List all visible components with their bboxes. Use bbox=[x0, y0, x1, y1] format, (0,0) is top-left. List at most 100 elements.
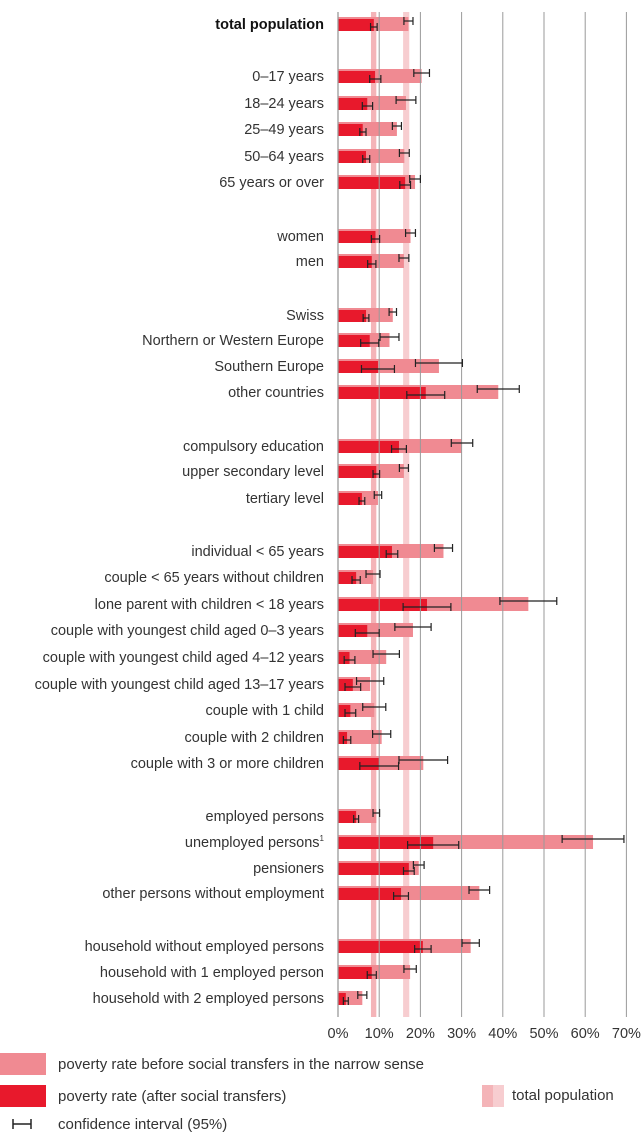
category-label-row-7: men bbox=[296, 254, 324, 270]
ci-after-row-22 bbox=[342, 736, 352, 744]
bar-after-row-27 bbox=[338, 888, 402, 900]
category-label-row-8: Swiss bbox=[286, 308, 324, 324]
ci-before-row-20 bbox=[355, 677, 385, 685]
x-axis-tick-labels: 0% 10% 20% 30% 40% 50% 60% 70% bbox=[328, 1026, 641, 1042]
category-label-text-row-15: individual < 65 years bbox=[191, 544, 324, 560]
ci-after-row-27 bbox=[393, 892, 410, 900]
category-label-row-17: lone parent with children < 18 years bbox=[95, 597, 324, 613]
ci-before-row-5 bbox=[409, 175, 421, 183]
legend-total-population-swatch-before bbox=[493, 1085, 504, 1107]
bar-after-row-9 bbox=[338, 335, 370, 347]
ci-after-row-7 bbox=[367, 260, 377, 268]
category-label-text-row-26: pensioners bbox=[253, 861, 324, 877]
category-label-row-6: women bbox=[276, 229, 324, 245]
legend-total-population: total population bbox=[482, 1084, 643, 1108]
ci-before-row-24 bbox=[372, 809, 381, 817]
ci-before-row-9 bbox=[379, 333, 400, 341]
ci-after-row-23 bbox=[359, 762, 400, 770]
category-label-row-24: employed persons bbox=[206, 809, 325, 825]
category-label-text-row-24: employed persons bbox=[206, 809, 325, 825]
x-tick-label-4: 40% bbox=[488, 1026, 517, 1042]
category-label-text-row-7: men bbox=[296, 254, 324, 270]
bar-after-row-1 bbox=[338, 71, 376, 83]
category-label-text-row-16: couple < 65 years without children bbox=[104, 570, 324, 586]
category-label-text-row-10: Southern Europe bbox=[214, 359, 324, 375]
ci-after-row-9 bbox=[360, 339, 380, 347]
category-label-row-2: 18–24 years bbox=[244, 96, 324, 112]
category-label-row-20: couple with youngest child aged 13–17 ye… bbox=[35, 677, 324, 693]
category-label-text-row-2: 18–24 years bbox=[244, 96, 324, 112]
bar-after-row-8 bbox=[338, 310, 367, 322]
ci-before-row-4 bbox=[398, 149, 410, 157]
ci-after-row-6 bbox=[370, 235, 381, 243]
legend-ci: confidence interval (95%) bbox=[0, 1112, 643, 1136]
ci-before-row-14 bbox=[373, 491, 383, 499]
bar-after-row-25 bbox=[338, 837, 434, 849]
ci-before-row-29 bbox=[403, 965, 417, 973]
total-population-bands bbox=[370, 12, 410, 1017]
ci-before-row-19 bbox=[372, 650, 400, 658]
bar-after-row-13 bbox=[338, 466, 377, 478]
x-tick-label-0: 0% bbox=[328, 1026, 349, 1042]
category-label-text-row-3: 25–49 years bbox=[244, 122, 324, 138]
legend-after-label: poverty rate (after social transfers) bbox=[58, 1087, 287, 1105]
category-label-row-3: 25–49 years bbox=[244, 122, 324, 138]
category-label-row-0: total population bbox=[215, 17, 324, 33]
bar-after-row-2 bbox=[338, 98, 368, 110]
category-label-row-16: couple < 65 years without children bbox=[104, 570, 324, 586]
ci-before-row-25 bbox=[561, 835, 625, 843]
ci-after-row-10 bbox=[360, 365, 396, 373]
category-label-text-row-6: women bbox=[276, 229, 324, 245]
category-label-row-18: couple with youngest child aged 0–3 year… bbox=[51, 623, 324, 639]
bar-after-row-3 bbox=[338, 124, 363, 136]
bar-after-row-7 bbox=[338, 256, 372, 268]
legend-before-label: poverty rate before social transfers in … bbox=[58, 1055, 425, 1073]
ci-after-row-15 bbox=[385, 550, 399, 558]
bar-after-row-30 bbox=[338, 993, 346, 1005]
ci-after-row-16 bbox=[351, 576, 361, 584]
ci-after-row-13 bbox=[372, 470, 381, 478]
bar-after-row-24 bbox=[338, 811, 357, 823]
ci-before-row-12 bbox=[450, 439, 474, 447]
ci-after-row-3 bbox=[359, 128, 367, 136]
ci-before-row-2 bbox=[395, 96, 417, 104]
category-label-row-19: couple with youngest child aged 4–12 yea… bbox=[43, 650, 324, 666]
category-label-text-row-18: couple with youngest child aged 0–3 year… bbox=[51, 623, 324, 639]
category-label-text-row-20: couple with youngest child aged 13–17 ye… bbox=[35, 677, 324, 693]
category-label-text-row-29: household with 1 employed person bbox=[100, 965, 324, 981]
ci-after-row-25 bbox=[407, 841, 460, 849]
bar-after-row-15 bbox=[338, 546, 392, 558]
x-tick-label-6: 60% bbox=[571, 1026, 600, 1042]
ci-before-row-8 bbox=[388, 308, 398, 316]
ci-after-row-8 bbox=[362, 314, 370, 322]
bar-after-row-17 bbox=[338, 599, 427, 611]
ci-before-row-21 bbox=[362, 703, 387, 711]
bar-after-row-29 bbox=[338, 967, 372, 979]
ci-before-row-15 bbox=[433, 544, 454, 552]
legend-ci-label: confidence interval (95%) bbox=[58, 1115, 228, 1133]
category-label-row-12: compulsory education bbox=[183, 439, 324, 455]
ci-before-row-10 bbox=[414, 359, 464, 367]
bars-layer bbox=[338, 17, 594, 1005]
ci-before-row-26 bbox=[412, 861, 425, 869]
category-label-row-30: household with 2 employed persons bbox=[93, 991, 324, 1007]
bar-after-row-11 bbox=[338, 387, 426, 399]
ci-after-row-17 bbox=[402, 603, 452, 611]
bar-after-row-16 bbox=[338, 572, 357, 584]
ci-after-row-30 bbox=[342, 997, 349, 1005]
category-label-text-row-4: 50–64 years bbox=[244, 149, 324, 165]
category-label-text-row-13: upper secondary level bbox=[182, 464, 324, 480]
category-label-row-26: pensioners bbox=[253, 861, 324, 877]
category-label-row-28: household without employed persons bbox=[85, 939, 324, 955]
ci-after-row-11 bbox=[406, 391, 446, 399]
bar-after-row-28 bbox=[338, 941, 423, 953]
category-labels: total population 0–17 years 18–24 years 25–… bbox=[35, 17, 325, 1007]
category-label-row-14: tertiary level bbox=[246, 491, 324, 507]
category-label-row-11: other countries bbox=[228, 385, 324, 401]
category-label-sup-row-25: 1 bbox=[320, 834, 325, 843]
category-label-text-row-17: lone parent with children < 18 years bbox=[95, 597, 324, 613]
ci-before-row-3 bbox=[391, 122, 403, 130]
ci-before-row-18 bbox=[394, 623, 432, 631]
bar-after-row-12 bbox=[338, 441, 399, 453]
bar-after-row-23 bbox=[338, 758, 380, 770]
